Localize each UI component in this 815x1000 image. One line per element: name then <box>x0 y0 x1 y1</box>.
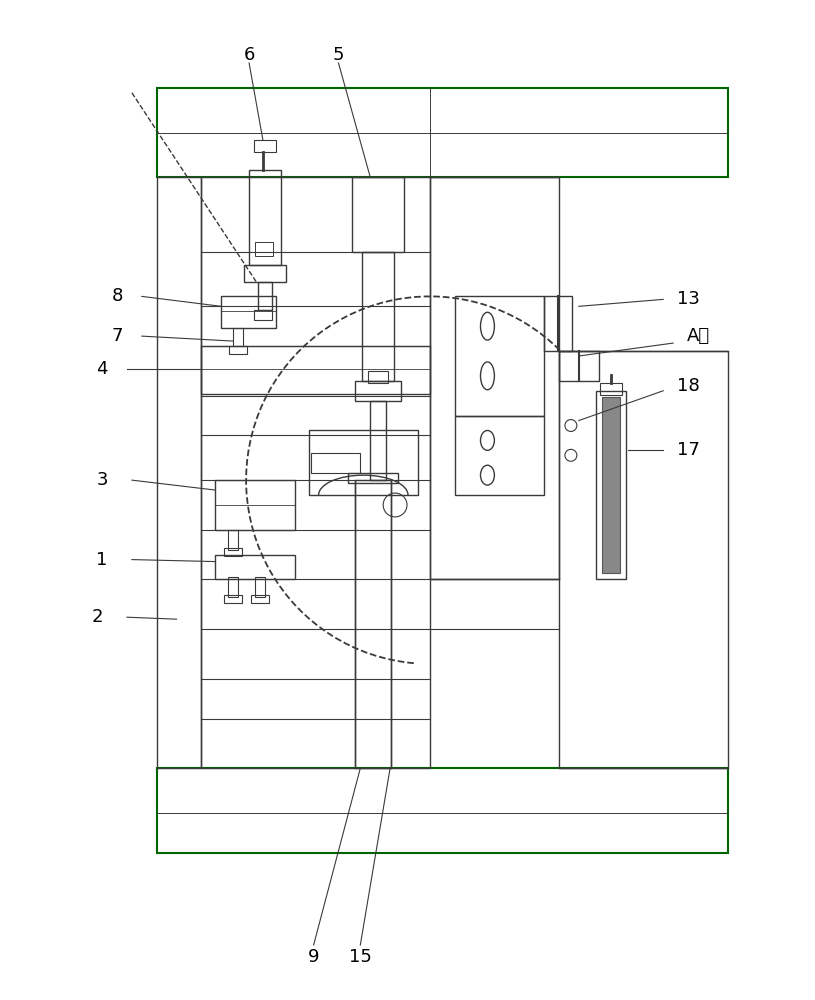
Text: 2: 2 <box>91 608 103 626</box>
Text: 6: 6 <box>244 46 255 64</box>
Bar <box>430 177 559 579</box>
Bar <box>224 548 242 556</box>
Bar <box>244 265 286 282</box>
Bar <box>228 530 238 550</box>
Text: A部: A部 <box>686 327 710 345</box>
Text: 15: 15 <box>349 948 372 966</box>
Bar <box>254 310 272 320</box>
Text: 4: 4 <box>96 360 108 378</box>
Bar <box>311 453 360 473</box>
Text: 18: 18 <box>676 377 699 395</box>
Bar <box>348 473 398 483</box>
Bar <box>156 177 201 768</box>
Bar <box>601 397 619 573</box>
Bar <box>600 383 622 395</box>
Bar <box>368 371 388 383</box>
Text: 1: 1 <box>96 551 108 569</box>
Bar <box>215 555 295 579</box>
Bar <box>352 177 404 252</box>
Bar <box>255 242 273 256</box>
Bar <box>455 296 544 416</box>
Bar <box>156 768 728 853</box>
Bar <box>258 282 272 310</box>
Text: 13: 13 <box>676 290 699 308</box>
Text: 5: 5 <box>333 46 344 64</box>
Bar <box>596 391 625 579</box>
Text: 7: 7 <box>111 327 123 345</box>
Bar <box>559 351 728 768</box>
Bar <box>559 351 599 381</box>
Bar <box>215 480 295 530</box>
Bar <box>201 177 430 768</box>
Bar <box>355 381 401 401</box>
Text: 17: 17 <box>676 441 699 459</box>
Text: 3: 3 <box>96 471 108 489</box>
Text: 9: 9 <box>308 948 319 966</box>
Bar <box>255 577 265 597</box>
Bar <box>355 480 391 768</box>
Bar <box>251 595 269 603</box>
Bar <box>229 346 247 354</box>
Text: 8: 8 <box>112 287 123 305</box>
Bar <box>249 170 281 265</box>
Bar <box>233 328 243 346</box>
Bar <box>201 346 430 394</box>
Bar <box>222 296 276 328</box>
Bar <box>156 88 728 177</box>
Bar <box>254 140 276 152</box>
Bar <box>228 577 238 597</box>
Bar <box>544 296 572 351</box>
Bar <box>363 252 394 381</box>
Bar <box>370 401 386 480</box>
Bar <box>455 416 544 495</box>
Bar <box>224 595 242 603</box>
Bar <box>309 430 418 495</box>
